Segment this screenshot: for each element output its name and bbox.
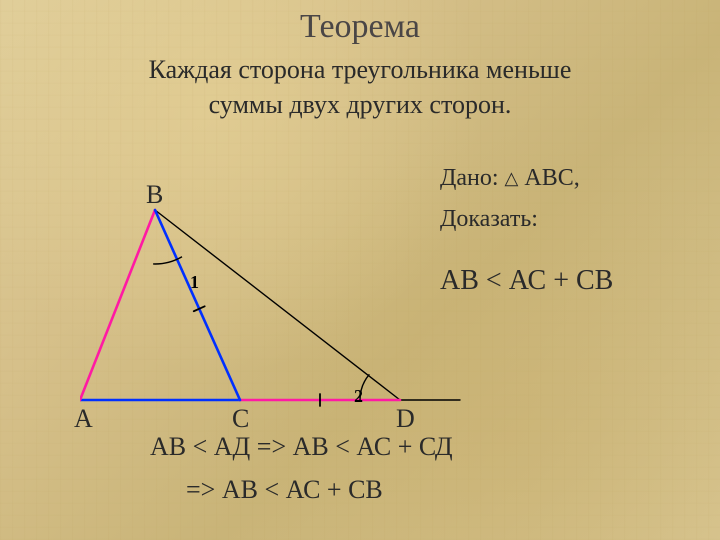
page-title: Теорема [0, 0, 720, 46]
statement-line-1: Каждая сторона треугольника меньше [149, 55, 572, 84]
theorem-statement: Каждая сторона треугольника меньше суммы… [0, 52, 720, 122]
vertex-label-A: А [74, 404, 93, 434]
angle-label-1: 1 [190, 272, 199, 293]
triangle-name: АВС, [524, 165, 579, 191]
angle-label-2: 2 [354, 386, 363, 407]
statement-line-2: суммы двух других сторон. [209, 90, 512, 119]
triangle-icon: △ [505, 168, 519, 188]
proof-step-2: => АВ < АС + СВ [186, 475, 383, 505]
proof-step-1: АВ < АД => АВ < АС + СД [150, 432, 453, 462]
vertex-label-C: С [232, 404, 249, 434]
vertex-label-D: D [396, 404, 415, 434]
dano-label: Дано: [440, 165, 499, 191]
vertex-label-B: В [146, 180, 163, 210]
triangle-diagram [80, 190, 500, 450]
